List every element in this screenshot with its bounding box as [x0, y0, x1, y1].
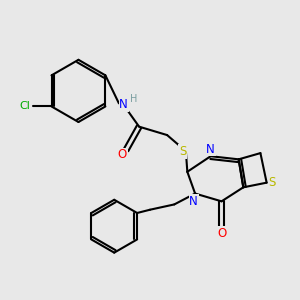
Text: N: N: [189, 195, 198, 208]
Text: Cl: Cl: [20, 101, 31, 112]
Text: S: S: [268, 176, 276, 189]
Text: N: N: [206, 143, 215, 156]
Text: O: O: [217, 227, 226, 240]
Text: H: H: [130, 94, 137, 104]
Text: O: O: [118, 148, 127, 161]
Text: S: S: [179, 145, 186, 158]
Text: N: N: [119, 98, 128, 111]
